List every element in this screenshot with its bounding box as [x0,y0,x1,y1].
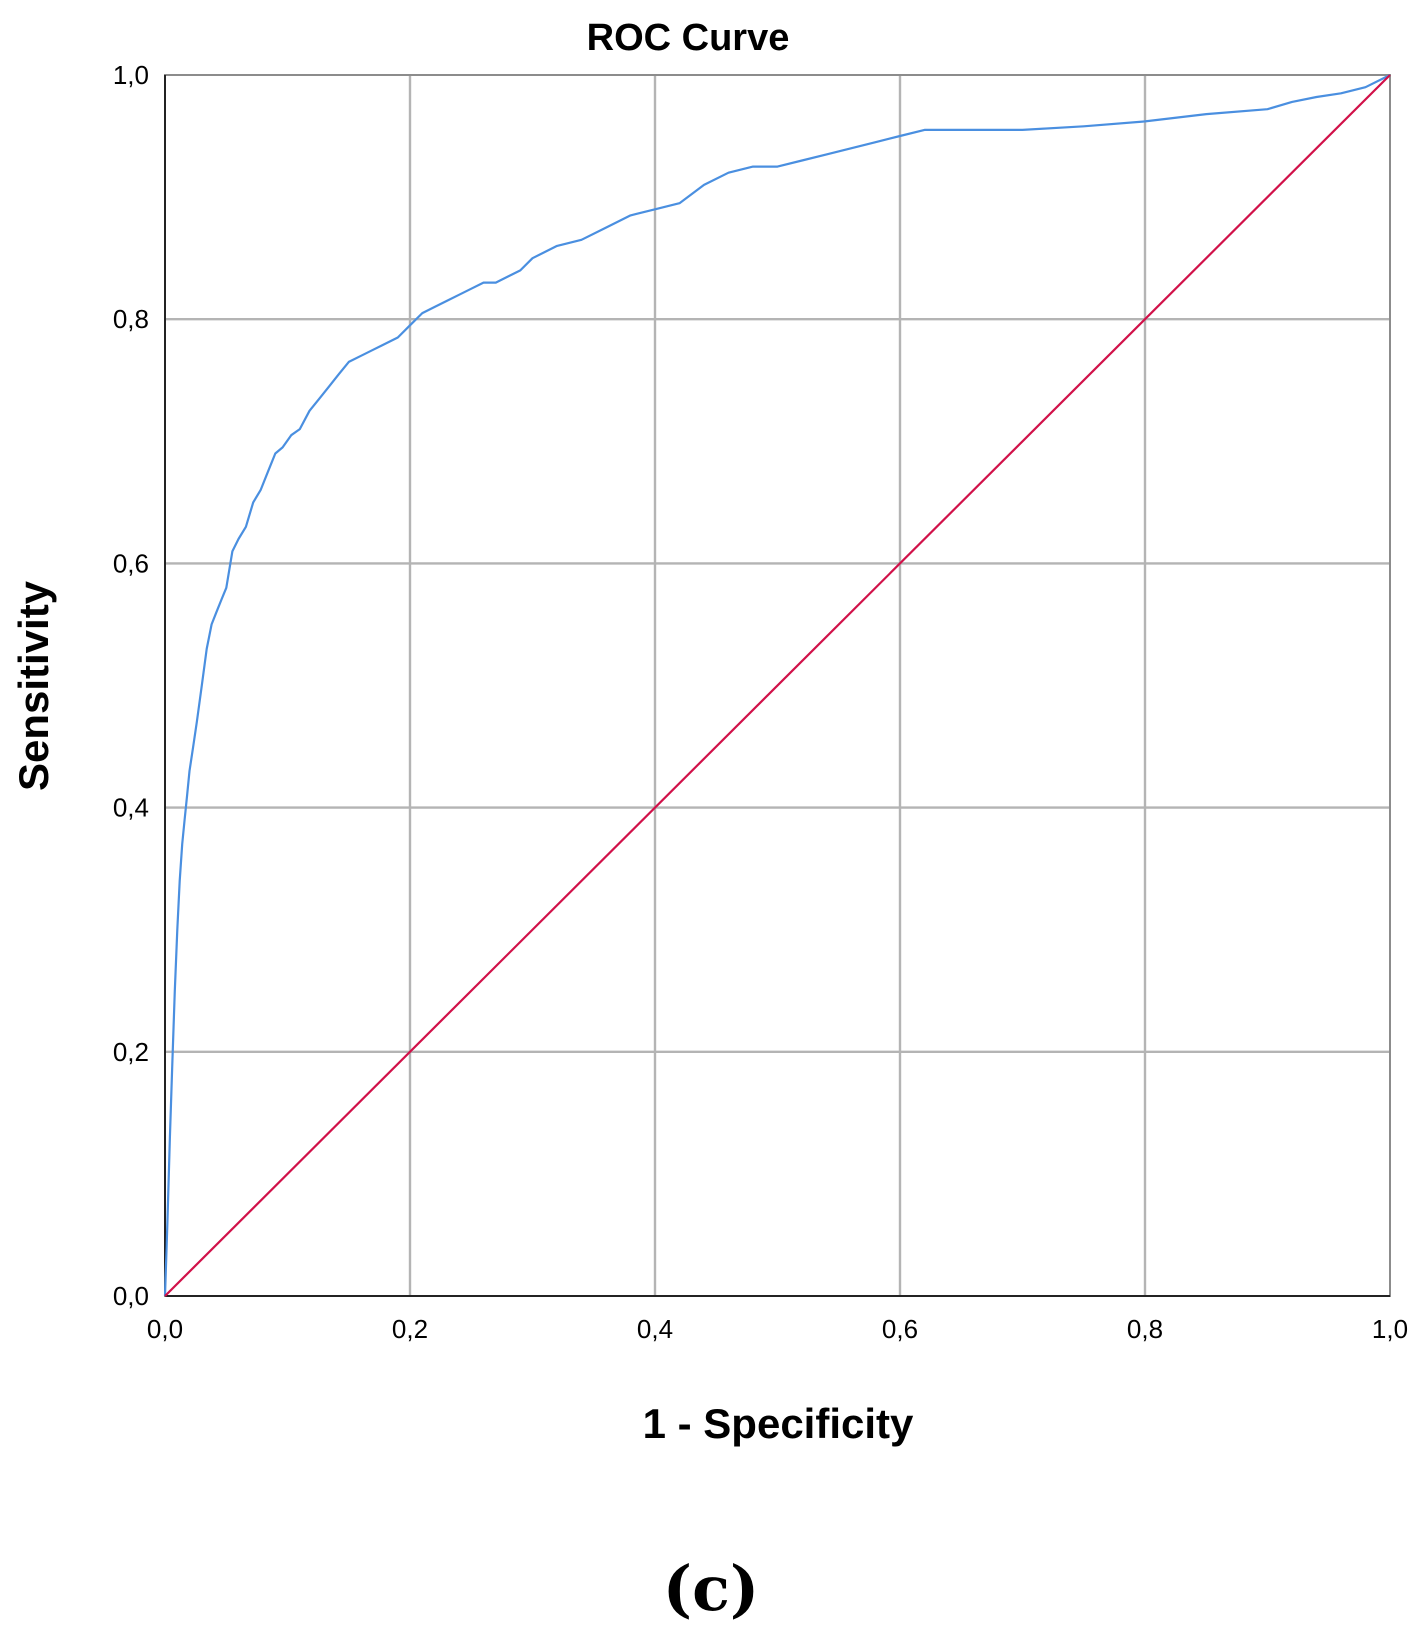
grid [165,75,1390,1296]
chart-title: ROC Curve [587,17,790,59]
y-tick-labels: 0,0 0,2 0,4 0,6 0,8 1,0 [113,60,149,1311]
reference-diagonal-line [164,74,1391,1297]
x-tick-label: 0,2 [392,1314,428,1344]
y-tick-label: 0,0 [113,1281,149,1311]
y-tick-label: 1,0 [113,60,149,90]
x-tick-label: 0,0 [147,1314,183,1344]
y-tick-label: 0,8 [113,304,149,334]
x-tick-label: 0,4 [637,1314,673,1344]
roc-curve-line [163,74,1391,1297]
x-tick-label: 1,0 [1372,1314,1408,1344]
x-tick-label: 0,8 [1127,1314,1163,1344]
x-tick-label: 0,6 [882,1314,918,1344]
y-tick-label: 0,6 [113,548,149,578]
panel-label: (c) [663,1552,759,1625]
x-axis-label: 1 - Specificity [643,1400,914,1447]
series-layer [163,74,1391,1297]
y-tick-label: 0,4 [113,793,149,823]
y-axis-label: Sensitivity [10,580,57,791]
x-tick-labels: 0,0 0,2 0,4 0,6 0,8 1,0 [147,1314,1408,1344]
y-tick-label: 0,2 [113,1037,149,1067]
